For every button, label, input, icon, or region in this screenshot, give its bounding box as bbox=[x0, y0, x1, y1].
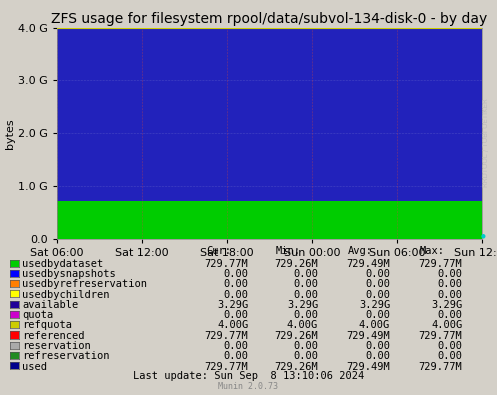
Text: 729.77M: 729.77M bbox=[418, 259, 462, 269]
Text: 0.00: 0.00 bbox=[365, 310, 390, 320]
Text: 0.00: 0.00 bbox=[437, 310, 462, 320]
Text: 729.49M: 729.49M bbox=[346, 361, 390, 372]
Text: RRDTOOL / TOBI OETIKER: RRDTOOL / TOBI OETIKER bbox=[483, 98, 489, 186]
Text: 3.29G: 3.29G bbox=[359, 300, 390, 310]
Text: usedbydataset: usedbydataset bbox=[22, 259, 103, 269]
Text: Max:: Max: bbox=[420, 246, 445, 256]
Text: 0.00: 0.00 bbox=[293, 341, 318, 351]
Text: usedbychildren: usedbychildren bbox=[22, 290, 110, 300]
Text: 0.00: 0.00 bbox=[365, 351, 390, 361]
Text: Munin 2.0.73: Munin 2.0.73 bbox=[219, 382, 278, 391]
Text: 0.00: 0.00 bbox=[437, 351, 462, 361]
Text: 729.77M: 729.77M bbox=[205, 259, 248, 269]
Text: Avg:: Avg: bbox=[348, 246, 373, 256]
Text: 0.00: 0.00 bbox=[437, 279, 462, 290]
Text: reservation: reservation bbox=[22, 341, 91, 351]
Text: usedbyrefreservation: usedbyrefreservation bbox=[22, 279, 148, 290]
Text: 729.26M: 729.26M bbox=[274, 331, 318, 341]
Text: refquota: refquota bbox=[22, 320, 73, 331]
Text: 0.00: 0.00 bbox=[224, 269, 248, 279]
Text: 0.00: 0.00 bbox=[293, 269, 318, 279]
Text: 4.00G: 4.00G bbox=[359, 320, 390, 331]
Text: 0.00: 0.00 bbox=[293, 310, 318, 320]
Text: 0.00: 0.00 bbox=[365, 290, 390, 300]
Text: quota: quota bbox=[22, 310, 54, 320]
Text: 729.26M: 729.26M bbox=[274, 361, 318, 372]
Text: Cur:: Cur: bbox=[206, 246, 231, 256]
Text: 729.77M: 729.77M bbox=[205, 331, 248, 341]
Text: 0.00: 0.00 bbox=[224, 341, 248, 351]
Text: 0.00: 0.00 bbox=[293, 290, 318, 300]
Text: 0.00: 0.00 bbox=[293, 279, 318, 290]
Text: 4.00G: 4.00G bbox=[217, 320, 248, 331]
Text: ●: ● bbox=[481, 233, 486, 238]
Text: 0.00: 0.00 bbox=[437, 341, 462, 351]
Text: 0.00: 0.00 bbox=[365, 269, 390, 279]
Text: used: used bbox=[22, 361, 47, 372]
Y-axis label: bytes: bytes bbox=[5, 118, 15, 149]
Text: 3.29G: 3.29G bbox=[431, 300, 462, 310]
Text: 4.00G: 4.00G bbox=[431, 320, 462, 331]
Text: 0.00: 0.00 bbox=[437, 269, 462, 279]
Text: 3.29G: 3.29G bbox=[217, 300, 248, 310]
Text: usedbysnapshots: usedbysnapshots bbox=[22, 269, 116, 279]
Text: 0.00: 0.00 bbox=[224, 290, 248, 300]
Text: 729.49M: 729.49M bbox=[346, 331, 390, 341]
Text: 0.00: 0.00 bbox=[224, 279, 248, 290]
Text: 0.00: 0.00 bbox=[365, 279, 390, 290]
Text: 729.77M: 729.77M bbox=[418, 331, 462, 341]
Text: 729.49M: 729.49M bbox=[346, 259, 390, 269]
Text: 0.00: 0.00 bbox=[293, 351, 318, 361]
Text: 729.77M: 729.77M bbox=[205, 361, 248, 372]
Text: 0.00: 0.00 bbox=[224, 351, 248, 361]
Text: 0.00: 0.00 bbox=[224, 310, 248, 320]
Text: 4.00G: 4.00G bbox=[287, 320, 318, 331]
Text: available: available bbox=[22, 300, 79, 310]
Text: Last update: Sun Sep  8 13:10:06 2024: Last update: Sun Sep 8 13:10:06 2024 bbox=[133, 371, 364, 381]
Text: refreservation: refreservation bbox=[22, 351, 110, 361]
Text: 0.00: 0.00 bbox=[365, 341, 390, 351]
Title: ZFS usage for filesystem rpool/data/subvol-134-disk-0 - by day: ZFS usage for filesystem rpool/data/subv… bbox=[52, 13, 488, 26]
Text: referenced: referenced bbox=[22, 331, 85, 341]
Text: Min:: Min: bbox=[276, 246, 301, 256]
Text: 0.00: 0.00 bbox=[437, 290, 462, 300]
Text: 729.77M: 729.77M bbox=[418, 361, 462, 372]
Text: 729.26M: 729.26M bbox=[274, 259, 318, 269]
Text: 3.29G: 3.29G bbox=[287, 300, 318, 310]
